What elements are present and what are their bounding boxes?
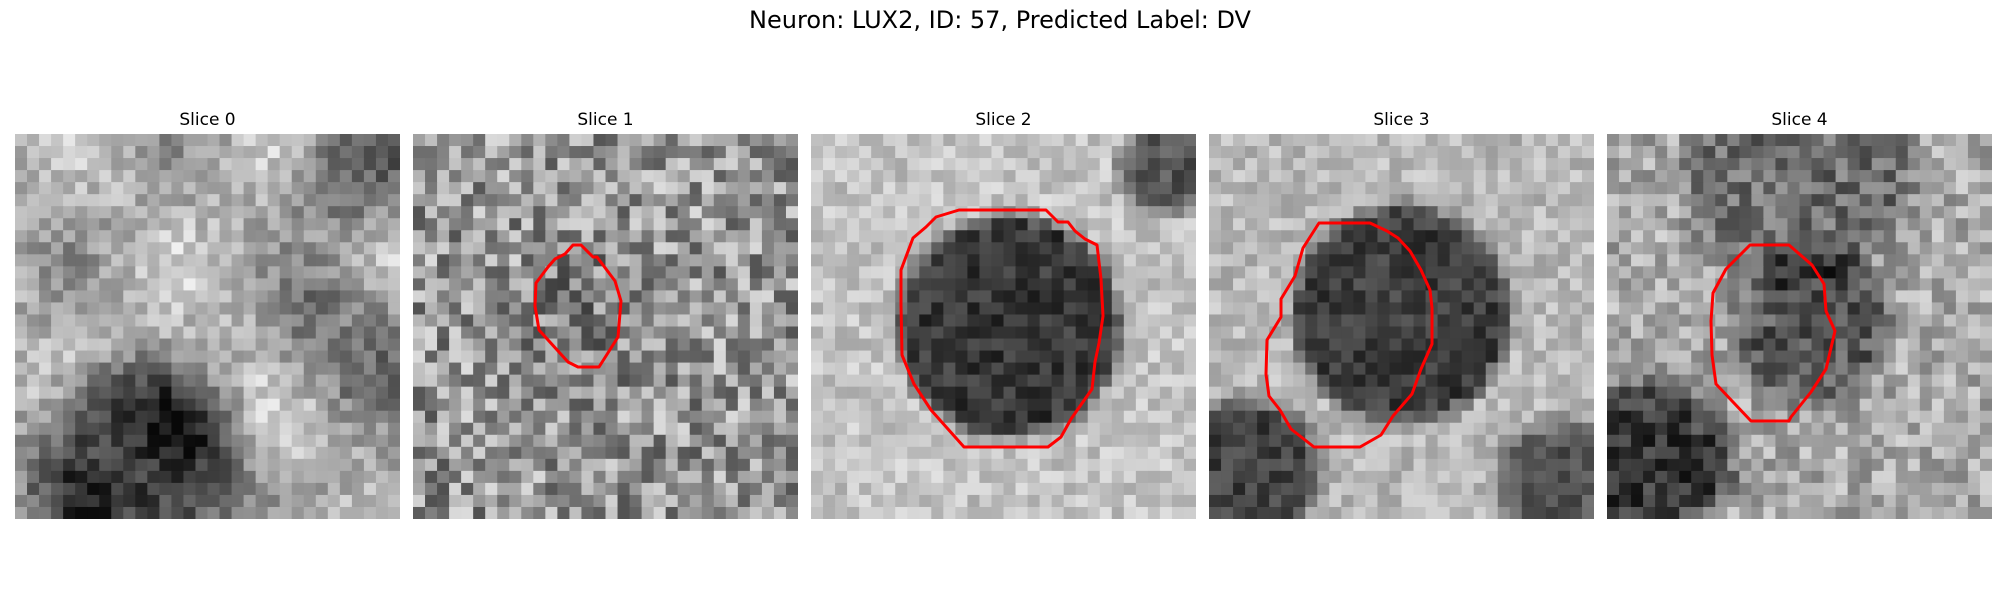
slice-panel-1: Slice 1	[413, 108, 798, 519]
slice-panel-4: Slice 4	[1607, 108, 1992, 519]
cell-contour	[899, 208, 1105, 449]
slice-title: Slice 1	[577, 110, 634, 130]
slice-title: Slice 2	[975, 110, 1032, 130]
slice-title: Slice 3	[1373, 110, 1430, 130]
slice-panel-0: Slice 0	[15, 108, 400, 519]
slice-image-1	[413, 134, 798, 519]
figure-title: Neuron: LUX2, ID: 57, Predicted Label: D…	[749, 6, 1251, 34]
slice-image-0	[15, 134, 400, 519]
slice-image-4	[1607, 134, 1992, 519]
slice-title: Slice 4	[1771, 110, 1828, 130]
slice-image-3	[1209, 134, 1594, 519]
cell-contour	[1264, 221, 1434, 449]
slice-image-2	[811, 134, 1196, 519]
slice-panel-3: Slice 3	[1209, 108, 1594, 519]
cell-contour	[533, 243, 623, 369]
slice-panel-2: Slice 2	[811, 108, 1196, 519]
cell-contour	[1709, 243, 1837, 423]
slice-title: Slice 0	[179, 110, 236, 130]
